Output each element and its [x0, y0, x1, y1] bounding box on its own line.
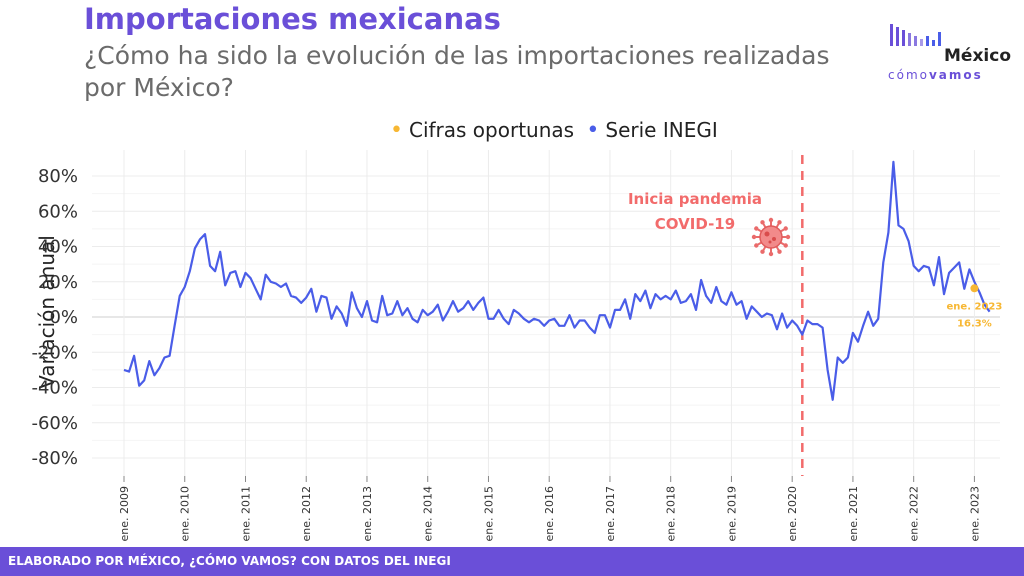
logo-text-top: México [944, 46, 1011, 66]
legend-item-oportunas: • Cifras oportunas [390, 118, 575, 143]
pandemia-label-line2: COVID-19 [655, 215, 735, 233]
x-tick-label: ene. 2022 [908, 486, 921, 542]
pandemia-label-line1: Inicia pandemia [628, 190, 762, 208]
footer-credit: ELABORADO POR MÉXICO, ¿CÓMO VAMOS? CON D… [0, 547, 1024, 576]
x-tick-label: ene. 2011 [239, 486, 252, 542]
virus-icon [751, 217, 791, 257]
legend-dot-inegi: • [586, 118, 600, 143]
x-tick-label: ene. 2009 [118, 486, 131, 542]
y-tick-label: -80% [31, 448, 78, 469]
x-tick-label: ene. 2012 [300, 486, 313, 542]
x-tick-label: ene. 2017 [604, 486, 617, 542]
line-chart: 80% 60% 40% 20% 0% -20% -40% -60% -80% ene. 2009 e… [31, 150, 1003, 542]
x-tick-label: ene. 2020 [786, 486, 799, 542]
y-tick-label: 40% [38, 237, 78, 258]
logo-text-bottom: cómovamos [888, 68, 983, 82]
x-tick-label: ene. 2016 [543, 486, 556, 542]
legend-label-inegi: Serie INEGI [605, 118, 718, 142]
x-tick-label: ene. 2018 [665, 486, 678, 542]
legend-dot-oportunas: • [390, 118, 403, 143]
oportunas-date-label: ene. 2023 [947, 301, 1003, 312]
logo-bars-icon [890, 24, 941, 46]
x-tick-label: ene. 2015 [482, 486, 495, 542]
legend-label-oportunas: Cifras oportunas [408, 118, 575, 142]
logo-text-bottom-bold: vamos [928, 68, 983, 82]
y-tick-label: 0% [49, 307, 78, 328]
chart-legend: • Cifras oportunas • Serie INEGI [390, 118, 724, 143]
x-tick-label: ene. 2023 [968, 486, 981, 542]
legend-item-inegi: • Serie INEGI [586, 118, 718, 143]
logo-text-bottom-light: cómo [888, 68, 929, 82]
x-tick-label: ene. 2013 [361, 486, 374, 542]
y-tick-label: 20% [38, 272, 78, 293]
y-tick-label: 60% [38, 201, 78, 222]
oportunas-value-label: 16.3% [957, 318, 992, 329]
y-tick-label: -20% [31, 342, 78, 363]
mexico-como-vamos-logo: México cómovamos [888, 22, 1011, 84]
chart-subtitle: ¿Cómo ha sido la evolución de las import… [84, 41, 830, 102]
x-tick-label: ene. 2019 [725, 486, 738, 542]
y-tick-label: -60% [31, 413, 78, 434]
x-tick-label: ene. 2014 [422, 486, 435, 542]
chart-title: Importaciones mexicanas [84, 2, 501, 36]
x-tick-label: ene. 2021 [847, 486, 860, 542]
y-tick-label: -40% [31, 378, 78, 399]
x-tick-label: ene. 2010 [179, 486, 192, 542]
y-tick-label: 80% [38, 166, 78, 187]
series-line-inegi [123, 160, 991, 401]
oportunas-point [970, 284, 979, 293]
